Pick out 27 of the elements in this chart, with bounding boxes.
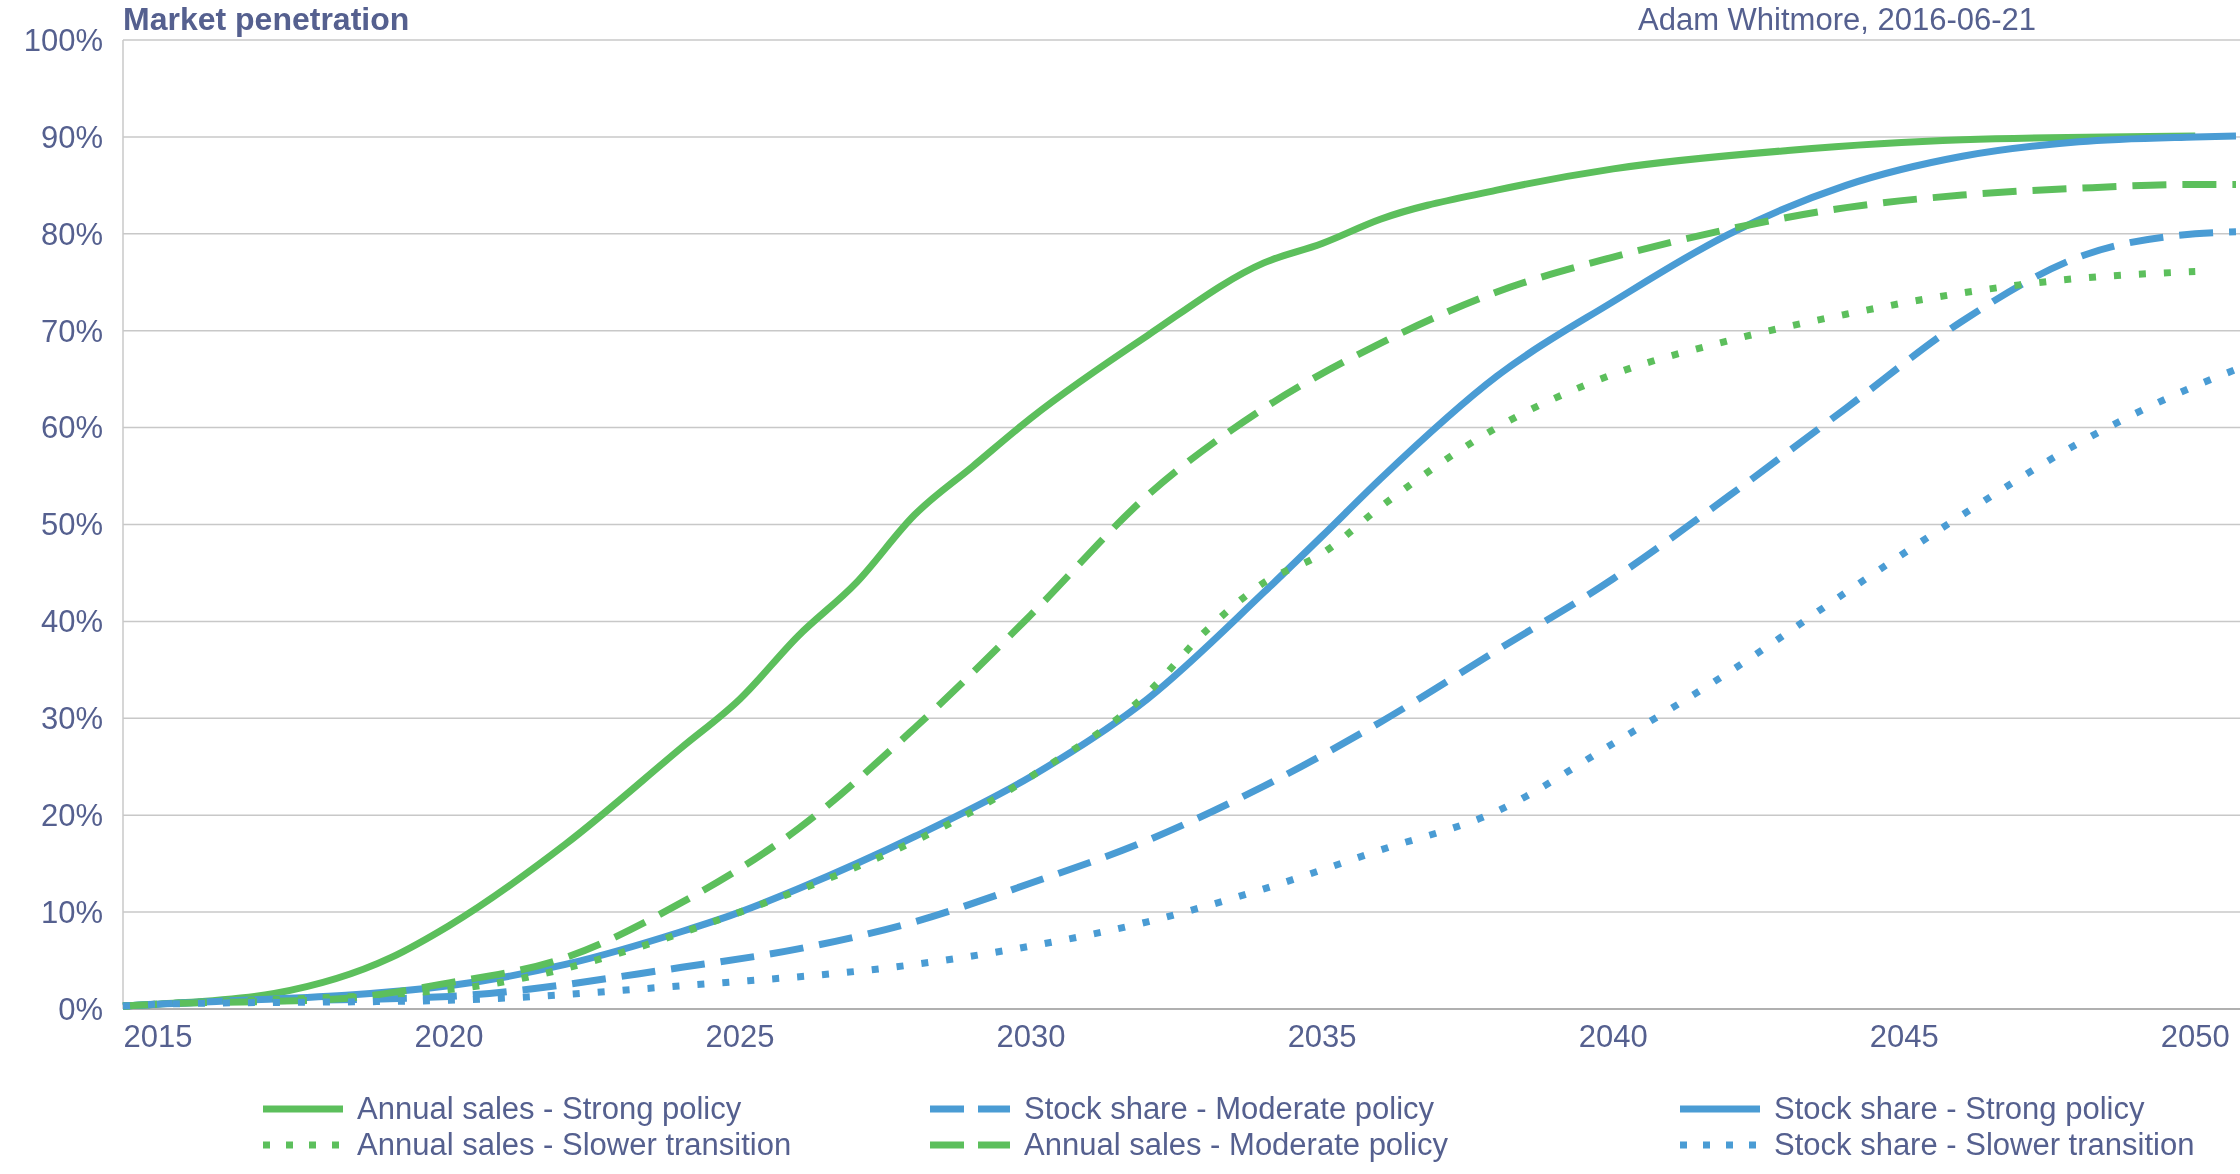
- x-tick-label: 2050: [2160, 1019, 2230, 1054]
- legend-label: Stock share - Moderate policy: [1024, 1091, 1435, 1126]
- y-tick-label: 100%: [23, 22, 103, 58]
- y-tick-label: 40%: [40, 604, 103, 640]
- text: Adam Whitmore, 2016-06-21: [1637, 2, 2036, 37]
- y-tick-label: 60%: [40, 410, 103, 446]
- x-tick-label: 2045: [1869, 1019, 1939, 1054]
- legend-label: Stock share - Strong policy: [1774, 1091, 2145, 1126]
- x-tick-label: 2040: [1578, 1019, 1648, 1054]
- y-tick-label: 50%: [40, 507, 103, 543]
- legend-label: Stock share - Slower transition: [1774, 1127, 2195, 1162]
- legend-label: Annual sales - Slower transition: [357, 1127, 792, 1162]
- legend-label: Annual sales - Moderate policy: [1024, 1127, 1449, 1162]
- y-tick-label: 70%: [40, 313, 103, 349]
- y-tick-label: 20%: [40, 798, 103, 834]
- x-tick-label: 2025: [705, 1019, 775, 1054]
- x-tick-label: 2030: [996, 1019, 1066, 1054]
- x-tick-label: 2015: [123, 1019, 193, 1054]
- legend-label: Annual sales - Strong policy: [357, 1091, 742, 1126]
- y-tick-label: 30%: [40, 701, 103, 737]
- x-tick-label: 2035: [1287, 1019, 1357, 1054]
- y-tick-label: 0%: [58, 991, 103, 1027]
- y-tick-label: 80%: [40, 216, 103, 252]
- y-tick-label: 10%: [40, 894, 103, 930]
- chart-title: Market penetration: [123, 1, 410, 37]
- y-tick-label: 90%: [40, 119, 103, 155]
- x-tick-label: 2020: [414, 1019, 484, 1054]
